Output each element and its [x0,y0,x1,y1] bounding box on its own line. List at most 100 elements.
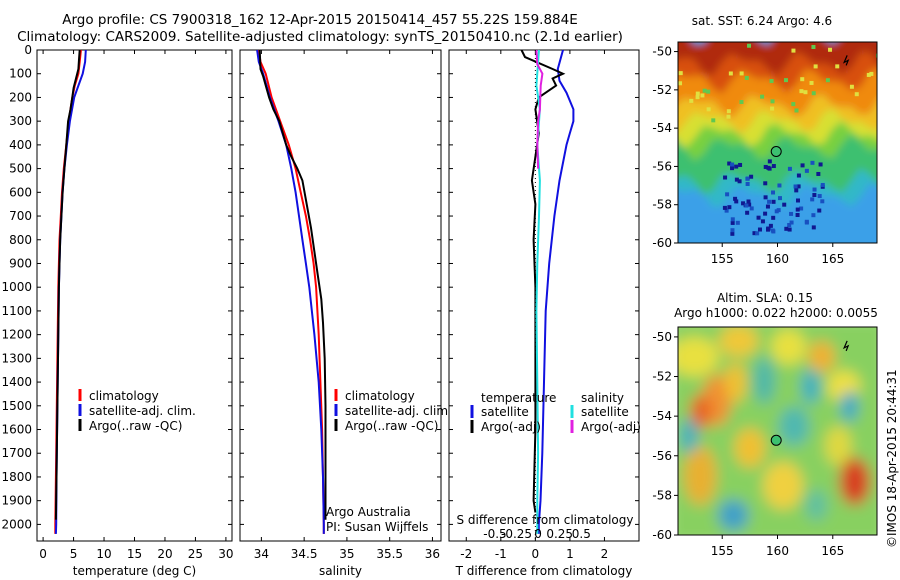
sst-pixel [825,78,830,83]
sst-pixel [722,205,727,210]
sla-map-title-1: Altim. SLA: 0.15 [717,291,813,305]
y-tick-label: 1700 [1,446,32,460]
y-tick-label: 1300 [1,351,32,365]
sst-pixel [813,64,818,69]
sst-pixel [777,196,782,201]
sla-anomaly [763,461,803,510]
map-y-tick-label: -50 [652,330,672,344]
sst-band [678,121,877,162]
legend-heading-salinity: salinity [581,391,624,405]
sst-pixel [799,206,804,211]
sla-anomaly [840,390,859,423]
annotation-line-1: Argo Australia [326,505,411,519]
sst-pixel [771,190,776,195]
sst-pixel [771,215,776,220]
sst-pixel [765,204,770,209]
sst-pixel [730,220,735,225]
legend-entry: Argo(..raw -QC) [89,419,182,433]
sst-pixel [741,201,746,206]
map-x-tick-label: 160 [766,544,789,558]
sst-pixel [763,211,768,216]
sst-pixel [816,171,821,176]
sst-pixel [791,102,796,107]
x-axis-label: temperature (deg C) [73,564,196,578]
series-s-argo-adj- [535,49,544,169]
sst-pixel [763,181,768,186]
x-tick-label: 15 [127,547,142,561]
sst-pixel [678,71,683,76]
map-sla_map [678,327,877,535]
legend-entry: Argo(-adj) [581,420,641,434]
annotation-line-2: PI: Susan Wijffels [326,520,428,534]
sst-pixel [810,197,815,202]
y-tick-label: 1000 [1,280,32,294]
sst-pixel [730,228,735,233]
legend-entry: satellite [481,405,529,419]
sst-pixel [800,77,805,82]
sst-pixel [770,228,775,233]
legend-entry: satellite-adj. clim. [345,404,452,418]
sst-pixel [768,223,773,228]
x-tick-label: 0 [532,547,540,561]
sst-pixel [812,192,817,197]
sst-pixel [794,108,799,113]
legend-entry: climatology [345,389,415,403]
sla-anomaly [808,340,835,373]
sst-pixel [706,107,711,112]
sla-anomaly [724,362,747,403]
sst-pixel [730,162,735,167]
sst-pixel [820,182,825,187]
x2-tick-label: 0 [534,527,542,541]
map-x-tick-label: 165 [821,544,844,558]
float-track-mark [842,340,850,352]
sst-pixel [803,90,808,95]
y-tick-label: 2000 [1,517,32,531]
x-tick-label: 36 [425,547,440,561]
sst-pixel [730,217,735,222]
sst-pixel [809,80,814,85]
map-y-tick-label: -58 [652,488,672,502]
y-tick-label: 1800 [1,470,32,484]
sst-pixel [747,43,752,48]
sst-pixel [795,213,800,218]
x-tick-label: 10 [96,547,111,561]
sst-pixel [763,195,768,200]
panel-frame-difference [448,49,640,542]
sst-pixel [695,91,700,96]
sst-pixel [771,164,776,169]
x-tick-label: 30 [218,547,233,561]
sst-pixel [756,215,761,220]
legend-entry: satellite-adj. clim. [89,404,196,418]
sst-pixel [723,175,728,180]
sst-pixel [789,211,794,216]
legend-entry: Argo(-adj) [481,420,541,434]
legend-heading-temperature: temperature [481,391,556,405]
x2-tick-label: 0.25 [546,527,573,541]
sst-pixel [737,179,742,184]
sst-pixel [811,91,816,96]
legend-entry: satellite [581,405,629,419]
x-axis-label: T difference from climatology [455,564,633,578]
map-y-tick-label: -54 [652,121,672,135]
sst-pixel [811,225,816,230]
sst-pixel [770,106,775,111]
x-tick-label: 35 [339,547,354,561]
y-tick-label: 800 [9,233,32,247]
sla-map-title-2: Argo h1000: 0.022 h2000: 0.0055 [674,306,878,320]
sst-pixel [795,207,800,212]
map-y-tick-label: -50 [652,45,672,59]
sst-pixel [746,199,751,204]
sla-anomaly [680,418,698,454]
sst-pixel [817,208,822,213]
y-tick-label: 0 [24,43,32,57]
sst-pixel [784,226,789,231]
sst-pixel [749,206,754,211]
x2-tick-label: -0.25 [501,527,532,541]
sst-pixel [727,205,732,210]
y-tick-label: 1600 [1,423,32,437]
sst-pixel [793,184,798,189]
panel-frame-temperature [36,49,233,542]
sst-pixel [796,184,801,189]
x-tick-label: -2 [460,547,472,561]
